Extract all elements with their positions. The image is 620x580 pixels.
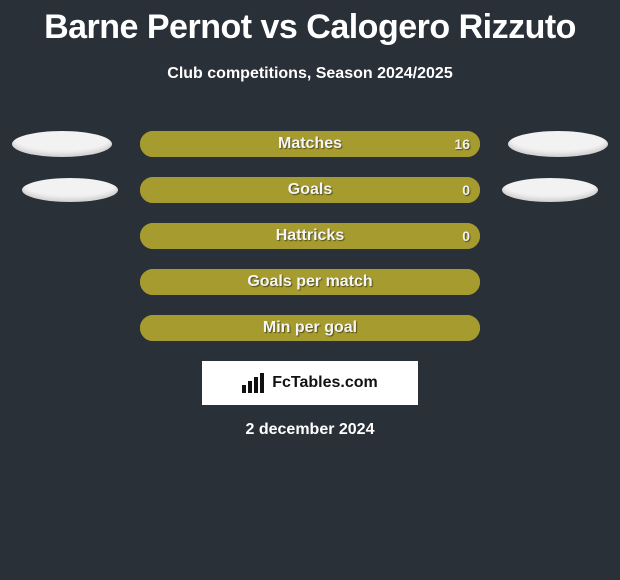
bar-value: 0 — [462, 223, 470, 249]
logo-text: FcTables.com — [272, 374, 378, 392]
stat-row: Hattricks 0 — [0, 223, 620, 249]
stat-row: Min per goal — [0, 315, 620, 341]
date-label: 2 december 2024 — [0, 421, 620, 439]
page-subtitle: Club competitions, Season 2024/2025 — [0, 65, 620, 83]
bars-icon — [242, 373, 268, 393]
stats-chart: Matches 16 Goals 0 Hattricks 0 Goals per… — [0, 131, 620, 341]
bar-value: 16 — [454, 131, 470, 157]
bar-value: 0 — [462, 177, 470, 203]
right-player-pill — [508, 131, 608, 157]
bar-container: Goals 0 — [140, 177, 480, 203]
fctables-logo: FcTables.com — [202, 361, 418, 405]
bar-label: Min per goal — [140, 315, 480, 341]
bar-label: Goals — [140, 177, 480, 203]
bar-container: Matches 16 — [140, 131, 480, 157]
bar-container: Hattricks 0 — [140, 223, 480, 249]
bar-container: Min per goal — [140, 315, 480, 341]
left-player-pill — [22, 178, 118, 202]
bar-container: Goals per match — [140, 269, 480, 295]
right-player-pill — [502, 178, 598, 202]
left-player-pill — [12, 131, 112, 157]
bar-label: Matches — [140, 131, 480, 157]
bar-label: Goals per match — [140, 269, 480, 295]
stat-row: Goals per match — [0, 269, 620, 295]
page-title: Barne Pernot vs Calogero Rizzuto — [0, 0, 620, 47]
stat-row: Matches 16 — [0, 131, 620, 157]
bar-label: Hattricks — [140, 223, 480, 249]
stat-row: Goals 0 — [0, 177, 620, 203]
